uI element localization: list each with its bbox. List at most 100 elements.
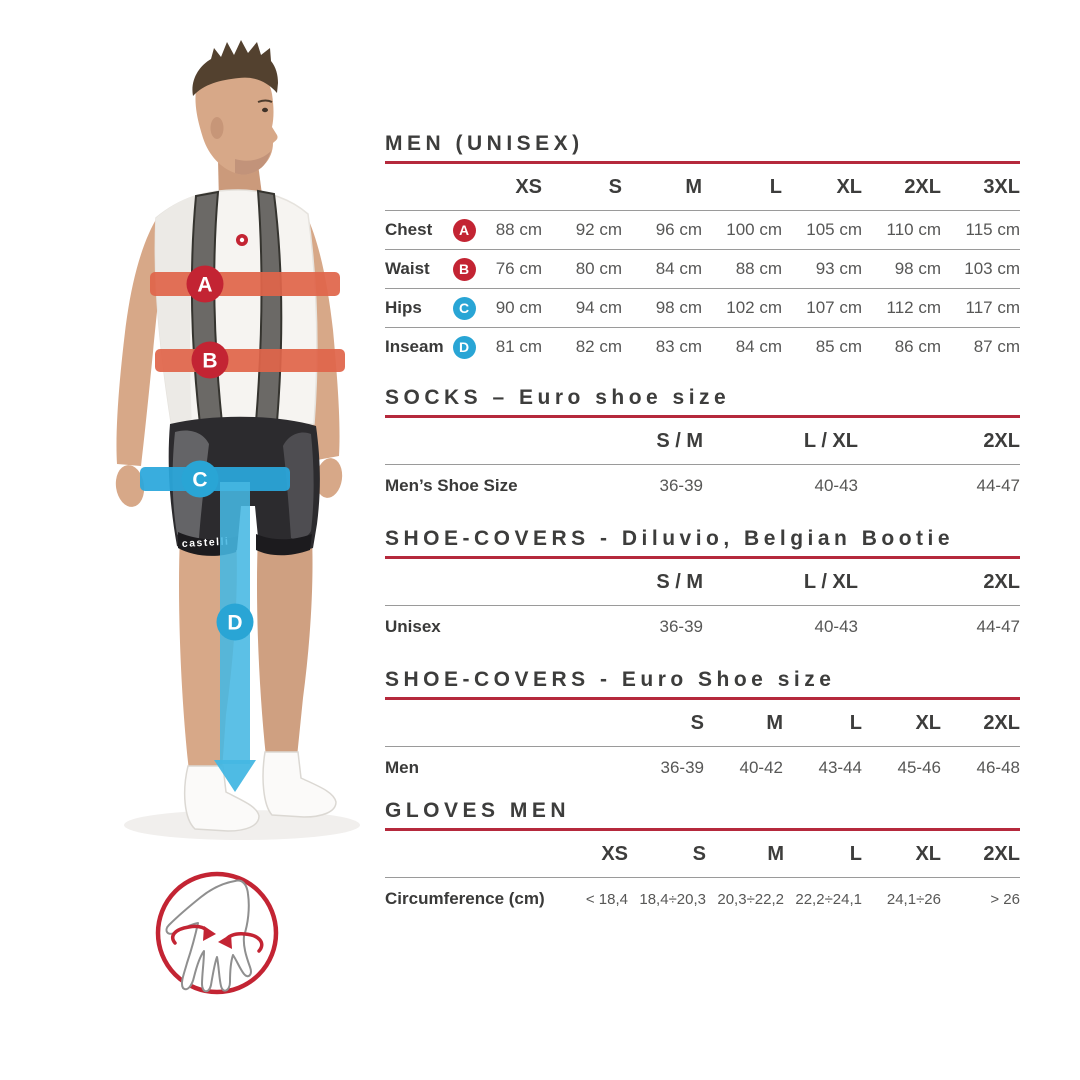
left-hand	[115, 465, 145, 507]
marker-badge-d: D	[216, 603, 254, 641]
column-header: S / M	[548, 559, 703, 606]
column-header: M	[706, 831, 784, 878]
measure-arrowhead-right	[218, 934, 232, 949]
column-header: S / M	[548, 418, 703, 465]
size-value: 107 cm	[782, 288, 862, 328]
size-value: 117 cm	[941, 288, 1020, 328]
size-value: 85 cm	[815, 337, 862, 356]
section-shoe-covers-euro: SHOE-COVERS - Euro Shoe size S M L XL 2XL Men…	[385, 668, 1020, 789]
size-value: 40-43	[814, 617, 858, 636]
svg-text:B: B	[202, 350, 217, 373]
size-value: > 26	[990, 890, 1020, 908]
size-value: 115 cm	[941, 210, 1020, 250]
size-value: 87 cm	[973, 337, 1020, 356]
size-value: 76 cm	[480, 249, 542, 289]
size-value: 86 cm	[894, 337, 941, 356]
size-value: 24,1÷26	[886, 890, 941, 908]
size-value: 94 cm	[542, 288, 622, 328]
size-tables-panel: MEN (UNISEX) XS S M L XL 2XL 3XL Chest A 88 cm 92 …	[385, 0, 1020, 1080]
column-header: 2XL	[941, 700, 1020, 747]
column-header: L / XL	[703, 559, 858, 606]
right-sock	[262, 751, 337, 818]
size-value: 36-39	[659, 617, 703, 636]
column-header: S	[628, 831, 706, 878]
size-value: < 18,4	[585, 890, 628, 908]
column-header: L	[702, 164, 782, 211]
size-value: 98 cm	[862, 249, 941, 289]
size-value: 112 cm	[862, 288, 941, 328]
size-value: 93 cm	[782, 249, 862, 289]
eye	[262, 107, 268, 113]
glove-measure-illustration	[147, 863, 287, 1003]
size-value: 84 cm	[735, 337, 782, 356]
men-unisex-table: XS S M L XL 2XL 3XL Chest A 88 cm 92 cm 96 cm 100 cm…	[385, 164, 1020, 366]
face	[195, 63, 278, 175]
size-value: 105 cm	[782, 210, 862, 250]
header-spacer	[385, 831, 550, 878]
measure-arrowhead-left	[203, 926, 216, 941]
row-label: Unisex	[385, 617, 441, 636]
svg-text:D: D	[227, 612, 242, 635]
fit-model-figure: castelli A B C D	[20, 30, 420, 850]
row-label: Circumference (cm)	[385, 889, 545, 908]
section-gloves-men: GLOVES MEN XS S M L XL 2XL Circumference (cm) <…	[385, 799, 1020, 920]
column-header: XS	[550, 831, 628, 878]
eyebrow	[257, 99, 273, 103]
badge-cell: C	[448, 288, 480, 328]
column-header: L	[784, 831, 862, 878]
size-value: 83 cm	[655, 337, 702, 356]
shorts-brand-text: castelli	[182, 536, 230, 550]
column-header: 2XL	[858, 559, 1020, 606]
section-shoe-covers-diluvio: SHOE-COVERS - Diluvio, Belgian Bootie S …	[385, 527, 1020, 648]
header-spacer	[385, 418, 548, 465]
waist-band	[155, 349, 345, 372]
size-value: 90 cm	[480, 288, 542, 328]
header-spacer	[385, 164, 448, 211]
shorts-hem-right	[256, 534, 312, 556]
size-value: 22,2÷24,1	[795, 890, 862, 908]
row-label: Men’s Shoe Size	[385, 476, 518, 495]
measurement-badge-c: C	[452, 296, 476, 320]
size-value: 43-44	[818, 758, 862, 777]
column-header: S	[625, 700, 704, 747]
header-spacer	[385, 700, 625, 747]
marker-badge-b: B	[191, 341, 229, 379]
marker-badge-a: A	[186, 265, 224, 303]
column-header: M	[704, 700, 783, 747]
size-value: 103 cm	[941, 249, 1020, 289]
svg-text:C: C	[192, 469, 207, 492]
row-label: Chest	[385, 210, 448, 250]
section-men-unisex: MEN (UNISEX) XS S M L XL 2XL 3XL Chest A 88 cm 92 …	[385, 132, 1020, 366]
size-value: 88 cm	[480, 210, 542, 250]
column-header: 2XL	[858, 418, 1020, 465]
column-header: 2XL	[941, 831, 1020, 878]
section-title-gloves-men: GLOVES MEN	[385, 799, 1020, 831]
column-header: 3XL	[941, 164, 1020, 211]
column-header: L / XL	[703, 418, 858, 465]
size-value: 46-48	[976, 758, 1020, 777]
size-value: 40-42	[739, 758, 783, 777]
gloves-men-table: XS S M L XL 2XL Circumference (cm) < 18,4 18,4÷2…	[385, 831, 1020, 920]
size-value: 98 cm	[622, 288, 702, 328]
left-sock	[183, 765, 260, 832]
right-leg	[256, 532, 313, 757]
column-header: XL	[782, 164, 862, 211]
hair	[192, 40, 278, 96]
header-spacer	[385, 559, 548, 606]
male-fit-model-illustration: castelli A B C D	[115, 40, 360, 840]
row-label: Inseam	[385, 337, 444, 356]
size-value: 110 cm	[862, 210, 941, 250]
column-header: XL	[862, 700, 941, 747]
measurement-badge-d: D	[452, 335, 476, 359]
size-value: 40-43	[814, 476, 858, 495]
right-hand	[315, 458, 343, 498]
hand-circumference-icon	[155, 871, 279, 995]
size-value: 44-47	[976, 476, 1020, 495]
shorts-panel-right	[283, 432, 314, 540]
row-label: Waist	[385, 249, 448, 289]
marker-badge-c: C	[181, 460, 219, 498]
column-header: M	[622, 164, 702, 211]
size-value: 44-47	[976, 617, 1020, 636]
measurement-badge-a: A	[452, 218, 476, 242]
badge-cell: B	[448, 249, 480, 289]
